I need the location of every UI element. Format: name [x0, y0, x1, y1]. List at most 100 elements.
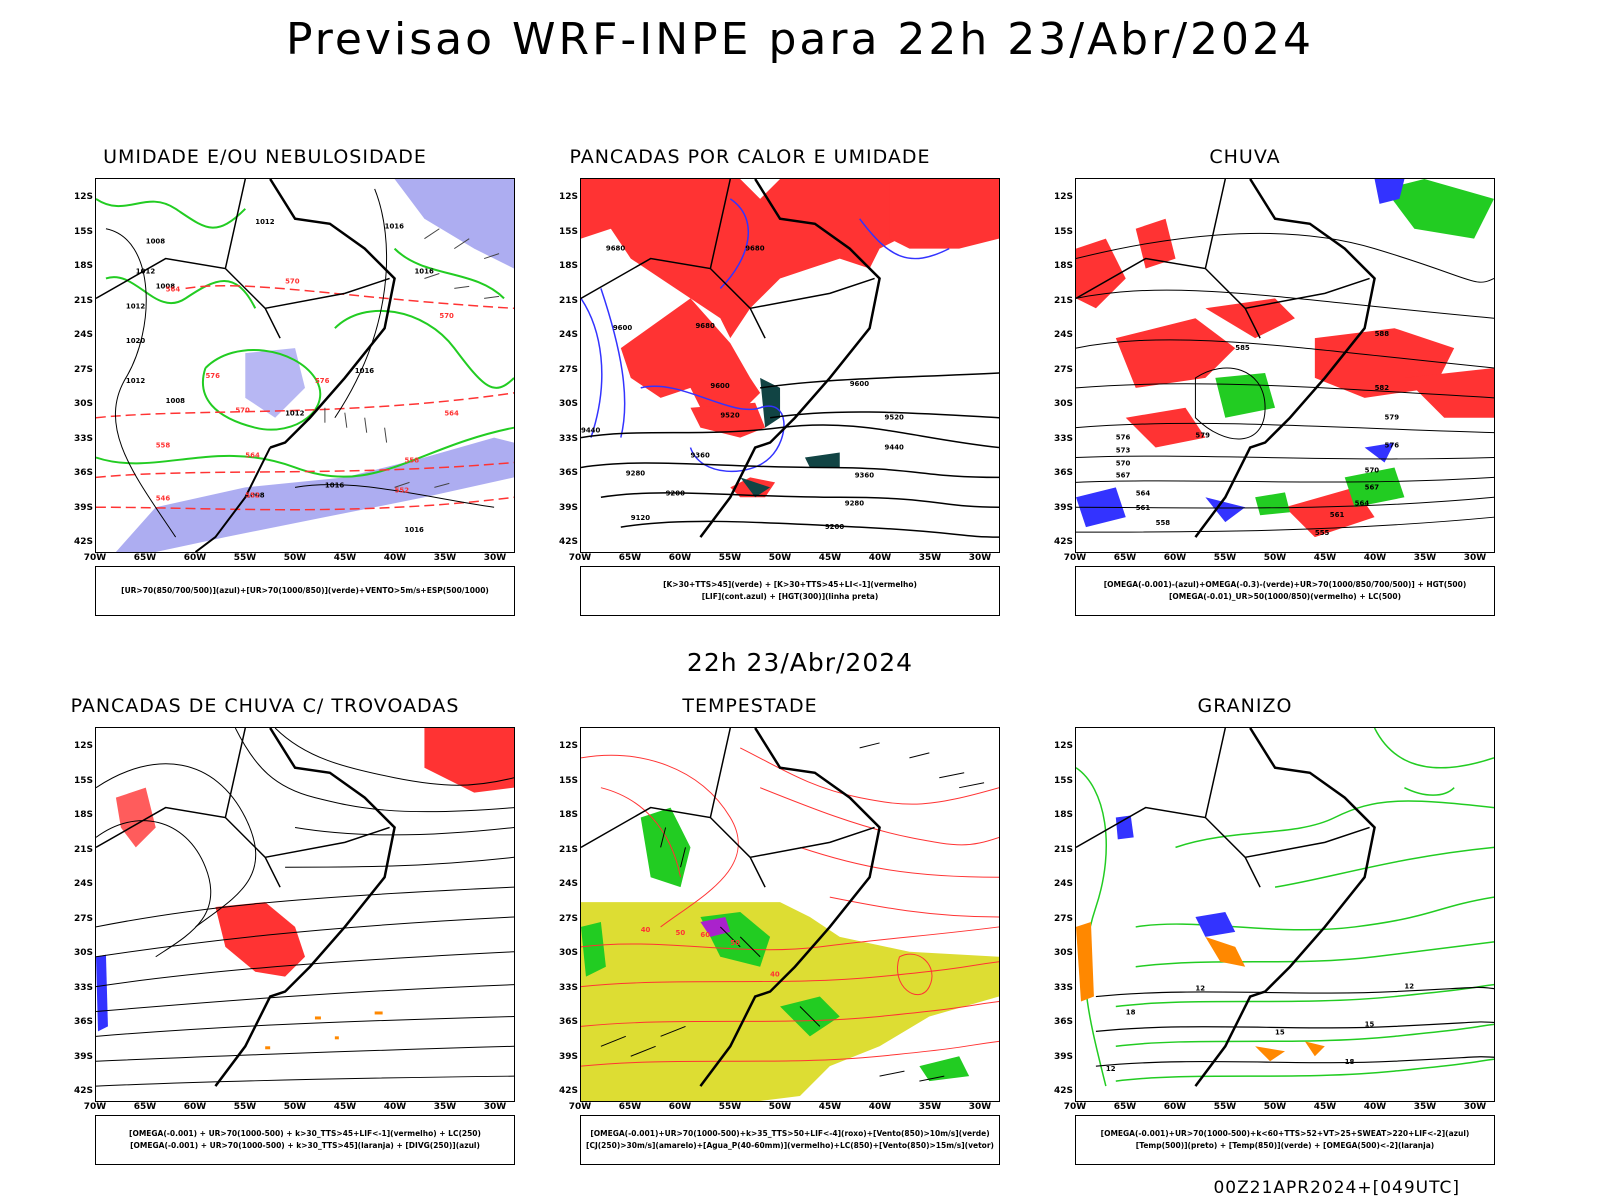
contour-label: 9520 [885, 414, 905, 422]
blue-lif-contour [581, 288, 626, 438]
coastline [699, 179, 881, 538]
latitude-label: 15S [73, 226, 93, 237]
longitude-label: 55W [718, 553, 742, 563]
longitude-label: 40W [1363, 553, 1387, 563]
green-contour [201, 348, 322, 431]
longitude-label: 55W [718, 1102, 742, 1112]
dark-instability-area [760, 377, 781, 428]
green-temp-contours [1076, 728, 1494, 1087]
latitude-label: 33S [1053, 982, 1073, 993]
latitude-label: 24S [558, 879, 578, 889]
panel-title: PANCADAS POR CALOR E UMIDADE [569, 146, 931, 168]
longitude-label: 30W [483, 1102, 507, 1112]
red-instability-area [889, 179, 999, 249]
contour-label: 576 [205, 372, 220, 380]
contour-label: 567 [1365, 483, 1380, 491]
latitude-label: 36S [73, 1017, 93, 1027]
hgt-contour [581, 424, 999, 449]
country-borders [1076, 179, 1370, 339]
latitude-label: 21S [1053, 295, 1073, 306]
longitude-label: 40W [1363, 1102, 1387, 1112]
latitude-label: 36S [558, 468, 578, 478]
contour-label: 1008 [166, 397, 186, 405]
latitude-label: 30S [1053, 399, 1073, 409]
latitude-label: 33S [73, 433, 93, 444]
contour-label: 558 [405, 456, 420, 464]
latitude-label: 24S [1053, 330, 1073, 340]
contour-label: 1012 [126, 377, 146, 385]
panel-legend: [OMEGA(-0.001) + UR>70(1000-500) + k>30_… [95, 1115, 515, 1165]
latitude-label: 18S [73, 810, 93, 820]
latitude-label: 30S [73, 948, 93, 958]
contour-label: 9360 [690, 452, 710, 460]
contour-label: 1012 [136, 267, 156, 275]
contour-label: 570 [285, 277, 300, 285]
contour-label: 9440 [885, 444, 905, 452]
panel-granizo: GRANIZO [1005, 695, 1495, 1177]
contour-label: 552 [245, 491, 260, 499]
map-graphic: 12 15 18 12 15 18 12 [1076, 728, 1494, 1087]
longitude-label: 55W [1213, 1102, 1237, 1112]
lavender-humidity-area [245, 348, 305, 418]
legend-line: [LIF](cont.azul) + [HGT(300)](linha pret… [701, 592, 879, 601]
latitude-label: 18S [1053, 810, 1073, 820]
contour-label: 567 [1116, 471, 1131, 479]
latitude-label: 18S [558, 261, 578, 271]
latitude-label: 24S [73, 879, 93, 889]
contour-label: 9600 [710, 382, 730, 390]
contour-label: 9120 [631, 514, 651, 522]
longitude-label: 65W [1113, 553, 1137, 563]
country-borders [96, 179, 390, 339]
latitude-label: 18S [558, 810, 578, 820]
longitude-label: 65W [133, 553, 157, 563]
orange-omega-marks [1076, 921, 1325, 1062]
contour-label: 12 [1106, 1065, 1116, 1073]
black-isobar [105, 228, 177, 538]
contour-label: 50 [676, 929, 686, 937]
contour-label: 1016 [414, 267, 434, 275]
contour-label: 9680 [695, 322, 715, 330]
longitude-label: 50W [1263, 1102, 1287, 1112]
longitude-label: 30W [968, 553, 992, 563]
contour-label: 40 [770, 971, 780, 979]
latitude-label: 33S [73, 982, 93, 993]
contour-label: 561 [1330, 511, 1345, 519]
longitude-label: 65W [618, 553, 642, 563]
country-borders [581, 179, 875, 339]
legend-line: [OMEGA(-0.001) + UR>70(1000-500) + k>30_… [129, 1129, 481, 1138]
longitude-label: 45W [818, 1102, 842, 1112]
latitude-label: 21S [1053, 844, 1073, 855]
dark-instability-area [804, 452, 840, 468]
contour-label: 9680 [745, 245, 765, 253]
longitude-label: 45W [333, 1102, 357, 1112]
latitude-label: 39S [73, 502, 93, 513]
legend-line: [OMEGA(-0.001) + UR>70(1000-500) + k>30_… [130, 1141, 480, 1150]
red-dashed-contour [185, 284, 514, 310]
longitude-label: 60W [1163, 553, 1187, 563]
green-contour [393, 247, 505, 300]
latitude-label: 27S [558, 913, 578, 924]
longitude-label: 60W [183, 1102, 207, 1112]
latitude-label: 33S [558, 982, 578, 993]
contour-label: 570 [1365, 466, 1380, 474]
latitude-label: 21S [558, 844, 578, 855]
blue-hail-patches [1115, 815, 1236, 937]
latitude-label: 24S [73, 330, 93, 340]
longitude-label: 35W [1413, 1102, 1437, 1112]
contour-label: 15 [1365, 1020, 1375, 1028]
longitude-label: 60W [668, 1102, 692, 1112]
latitude-label: 27S [558, 364, 578, 375]
contour-label: 9280 [845, 499, 865, 507]
latitude-label: 15S [558, 775, 578, 786]
contour-label: 582 [1375, 384, 1390, 392]
contour-label: 576 [315, 377, 330, 385]
latitude-label: 42S [558, 1086, 578, 1096]
longitude-label: 40W [383, 1102, 407, 1112]
contour-label: 9600 [613, 324, 633, 332]
contour-label: 9440 [581, 427, 601, 435]
latitude-label: 12S [1053, 741, 1073, 751]
footer-timestamp: 00Z21APR2024+[049UTC] [1213, 1178, 1460, 1198]
coastline [699, 728, 881, 1087]
latitude-label: 36S [1053, 468, 1073, 478]
contour-label: 570 [1116, 459, 1131, 467]
